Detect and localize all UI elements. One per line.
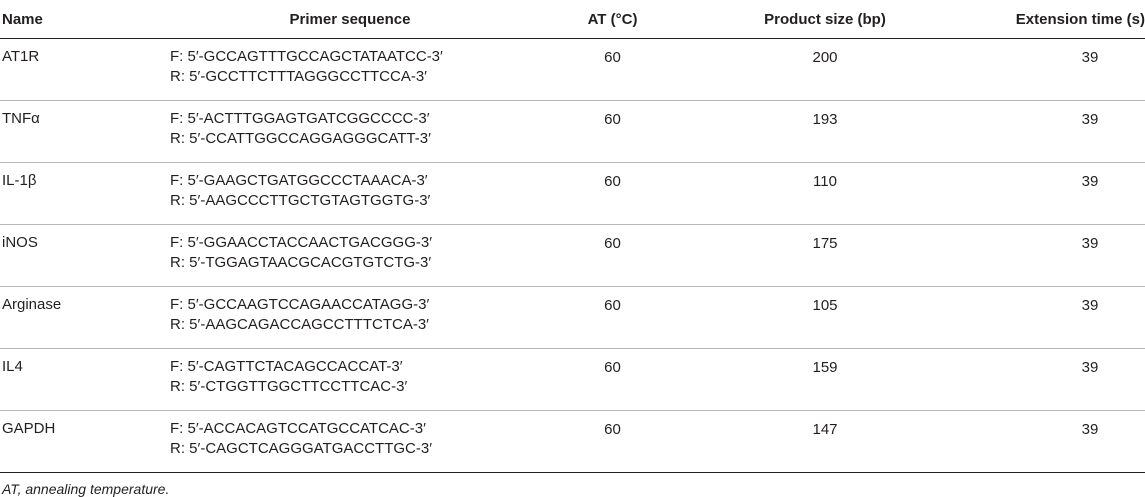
extension-time: 39 [955,100,1145,163]
primer-sequence: F: 5′-GGAACCTACCAACTGACGGG-3′ R: 5′-TGGA… [170,224,530,287]
reverse-primer: R: 5′-CTGGTTGGCTTCCTTCAC-3′ [170,378,408,395]
forward-primer: F: 5′-GCCAGTTTGCCAGCTATAATCC-3′ [170,48,443,65]
header-primer-sequence: Primer sequence [170,0,530,39]
primer-table: Name Primer sequence AT (°C) Product siz… [0,0,1145,473]
product-size: 159 [695,348,955,411]
product-size: 147 [695,410,955,473]
primer-sequence: F: 5′-ACCACAGTCCATGCCATCAC-3′ R: 5′-CAGC… [170,410,530,473]
reverse-primer: R: 5′-TGGAGTAACGCACGTGTCTG-3′ [170,254,432,271]
gene-name: TNFα [0,100,170,163]
product-size: 200 [695,38,955,101]
header-product-size: Product size (bp) [695,0,955,39]
annealing-temperature: 60 [530,410,695,473]
forward-primer: F: 5′-GCCAAGTCCAGAACCATAGG-3′ [170,296,430,313]
table-row: iNOS F: 5′-GGAACCTACCAACTGACGGG-3′ R: 5′… [0,224,1145,287]
product-size: 175 [695,224,955,287]
table-row: IL4 F: 5′-CAGTTCTACAGCCACCAT-3′ R: 5′-CT… [0,348,1145,411]
primer-sequence: F: 5′-GCCAGTTTGCCAGCTATAATCC-3′ R: 5′-GC… [170,38,530,101]
gene-name: IL4 [0,348,170,411]
annealing-temperature: 60 [530,348,695,411]
header-annealing-temperature: AT (°C) [530,0,695,39]
primer-sequence: F: 5′-GAAGCTGATGGCCCTAAACA-3′ R: 5′-AAGC… [170,162,530,225]
gene-name: iNOS [0,224,170,287]
annealing-temperature: 60 [530,38,695,101]
table-header: Name Primer sequence AT (°C) Product siz… [0,0,1145,39]
forward-primer: F: 5′-ACCACAGTCCATGCCATCAC-3′ [170,420,426,437]
table-row: GAPDH F: 5′-ACCACAGTCCATGCCATCAC-3′ R: 5… [0,410,1145,473]
product-size: 110 [695,162,955,225]
table-row: TNFα F: 5′-ACTTTGGAGTGATCGGCCCC-3′ R: 5′… [0,100,1145,163]
extension-time: 39 [955,162,1145,225]
reverse-primer: R: 5′-AAGCAGACCAGCCTTTCTCA-3′ [170,316,429,333]
gene-name: GAPDH [0,410,170,473]
table-body: AT1R F: 5′-GCCAGTTTGCCAGCTATAATCC-3′ R: … [0,38,1145,473]
product-size: 105 [695,286,955,349]
table-row: IL-1β F: 5′-GAAGCTGATGGCCCTAAACA-3′ R: 5… [0,162,1145,225]
gene-name: Arginase [0,286,170,349]
extension-time: 39 [955,286,1145,349]
gene-name: IL-1β [0,162,170,225]
product-size: 193 [695,100,955,163]
reverse-primer: R: 5′-AAGCCCTTGCTGTAGTGGTG-3′ [170,192,431,209]
forward-primer: F: 5′-GAAGCTGATGGCCCTAAACA-3′ [170,172,428,189]
extension-time: 39 [955,38,1145,101]
extension-time: 39 [955,224,1145,287]
extension-time: 39 [955,348,1145,411]
primer-sequence: F: 5′-ACTTTGGAGTGATCGGCCCC-3′ R: 5′-CCAT… [170,100,530,163]
header-name: Name [0,0,170,39]
table-footnote: AT, annealing temperature. [2,481,170,497]
forward-primer: F: 5′-CAGTTCTACAGCCACCAT-3′ [170,358,403,375]
primer-sequence: F: 5′-CAGTTCTACAGCCACCAT-3′ R: 5′-CTGGTT… [170,348,530,411]
forward-primer: F: 5′-ACTTTGGAGTGATCGGCCCC-3′ [170,110,430,127]
extension-time: 39 [955,410,1145,473]
reverse-primer: R: 5′-CAGCTCAGGGATGACCTTGC-3′ [170,440,433,457]
header-extension-time: Extension time (s) [955,0,1145,39]
annealing-temperature: 60 [530,224,695,287]
annealing-temperature: 60 [530,162,695,225]
gene-name: AT1R [0,38,170,101]
reverse-primer: R: 5′-GCCTTCTTTAGGGCCTTCCA-3′ [170,68,427,85]
table-row: Arginase F: 5′-GCCAAGTCCAGAACCATAGG-3′ R… [0,286,1145,349]
table-row: AT1R F: 5′-GCCAGTTTGCCAGCTATAATCC-3′ R: … [0,38,1145,101]
annealing-temperature: 60 [530,286,695,349]
annealing-temperature: 60 [530,100,695,163]
reverse-primer: R: 5′-CCATTGGCCAGGAGGGCATT-3′ [170,130,431,147]
header-row: Name Primer sequence AT (°C) Product siz… [0,0,1145,39]
primer-sequence: F: 5′-GCCAAGTCCAGAACCATAGG-3′ R: 5′-AAGC… [170,286,530,349]
forward-primer: F: 5′-GGAACCTACCAACTGACGGG-3′ [170,234,433,251]
